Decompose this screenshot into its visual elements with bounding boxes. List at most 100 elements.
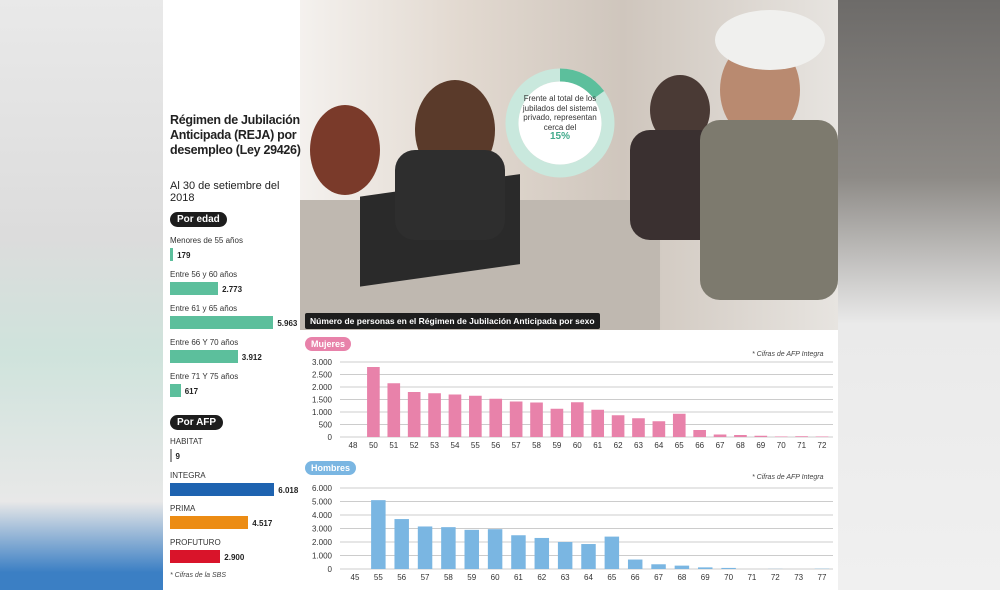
bar-69 bbox=[698, 567, 713, 569]
bar-69 bbox=[754, 435, 768, 437]
x-tick-label: 60 bbox=[491, 573, 500, 582]
bar-60 bbox=[487, 529, 503, 569]
bar-label: Entre 71 Y 75 años bbox=[170, 372, 239, 381]
x-tick-label: 69 bbox=[701, 573, 710, 582]
y-tick-label: 3.000 bbox=[312, 525, 333, 534]
date-label: Al 30 de setiembre del 2018 bbox=[170, 180, 280, 204]
bar-63 bbox=[632, 418, 645, 437]
bar-51 bbox=[387, 383, 401, 437]
bar-value: 179 bbox=[177, 251, 191, 260]
bar-61 bbox=[591, 409, 605, 437]
bar-58 bbox=[530, 402, 543, 437]
mujeres-pill: Mujeres bbox=[305, 337, 352, 351]
y-tick-label: 2.000 bbox=[312, 538, 333, 547]
y-tick-label: 4.000 bbox=[312, 511, 333, 520]
bar-63 bbox=[557, 542, 573, 569]
y-tick-label: 1.000 bbox=[312, 408, 333, 417]
bar-label: PROFUTURO bbox=[170, 537, 221, 547]
x-tick-label: 64 bbox=[654, 441, 663, 450]
x-tick-label: 69 bbox=[756, 441, 765, 450]
x-tick-label: 72 bbox=[818, 441, 827, 450]
x-tick-label: 61 bbox=[514, 573, 523, 582]
bar-value: 2.900 bbox=[224, 552, 245, 562]
bar-60 bbox=[570, 402, 584, 437]
bar-56 bbox=[489, 398, 503, 437]
bar bbox=[170, 549, 221, 563]
bar-65 bbox=[672, 413, 686, 437]
bar-70 bbox=[774, 436, 788, 437]
page-title: Régimen de Jubilación Anticipada (REJA) … bbox=[170, 113, 301, 157]
bar-68 bbox=[734, 435, 747, 437]
x-tick-label: 68 bbox=[736, 441, 745, 450]
bar-61 bbox=[511, 535, 526, 569]
donut-value: 15% bbox=[549, 131, 570, 142]
y-tick-label: 1.000 bbox=[312, 552, 333, 561]
x-tick-label: 55 bbox=[374, 573, 383, 582]
bar bbox=[170, 482, 275, 496]
por-afp-pill: Por AFP bbox=[170, 415, 224, 430]
bar-58 bbox=[441, 527, 456, 569]
blurred-background-left bbox=[0, 0, 163, 590]
x-tick-label: 48 bbox=[349, 441, 358, 450]
x-tick-label: 56 bbox=[491, 441, 500, 450]
bar bbox=[170, 449, 172, 462]
x-tick-label: 61 bbox=[593, 441, 602, 450]
x-tick-label: 68 bbox=[677, 573, 686, 582]
x-tick-label: 56 bbox=[397, 573, 406, 582]
blurred-background-right bbox=[838, 0, 1000, 590]
x-tick-label: 58 bbox=[444, 573, 453, 582]
bar-value: 6.018 bbox=[278, 485, 299, 495]
bar-label: Entre 61 y 65 años bbox=[170, 304, 238, 313]
x-tick-label: 70 bbox=[777, 441, 786, 450]
hombres-note: * Cifras de AFP Integra bbox=[752, 474, 824, 481]
x-tick-label: 55 bbox=[471, 441, 480, 450]
bar bbox=[170, 384, 181, 397]
bar-62 bbox=[534, 537, 550, 569]
y-tick-label: 2.500 bbox=[312, 371, 333, 380]
bar-label: Entre 66 Y 70 años bbox=[170, 338, 239, 347]
bar-label: INTEGRA bbox=[170, 470, 206, 480]
x-tick-label: 62 bbox=[537, 573, 546, 582]
x-tick-label: 63 bbox=[634, 441, 643, 450]
x-tick-label: 50 bbox=[369, 441, 378, 450]
bar-label: Menores de 55 años bbox=[170, 236, 243, 245]
bar-value: 9 bbox=[175, 452, 180, 461]
bar-65 bbox=[604, 536, 620, 569]
bar-59 bbox=[464, 529, 479, 569]
donut-slice-15 bbox=[505, 68, 615, 178]
x-tick-label: 62 bbox=[614, 441, 623, 450]
x-tick-label: 66 bbox=[695, 441, 704, 450]
bar-label: PRIMA bbox=[170, 504, 196, 513]
x-tick-label: 60 bbox=[573, 441, 582, 450]
x-tick-label: 71 bbox=[797, 441, 806, 450]
donut-text: Frente al total de los jubilados del sis… bbox=[521, 94, 599, 142]
bar-value: 3.912 bbox=[241, 353, 262, 362]
bar-67 bbox=[651, 564, 666, 569]
x-tick-label: 71 bbox=[747, 573, 756, 582]
x-tick-label: 72 bbox=[771, 573, 780, 582]
bar-68 bbox=[674, 565, 690, 569]
y-tick-label: 2.000 bbox=[312, 383, 333, 392]
x-tick-label: 67 bbox=[716, 441, 725, 450]
bar-value: 5.963 bbox=[277, 319, 298, 328]
bar bbox=[170, 248, 174, 261]
bar-56 bbox=[394, 519, 409, 569]
x-tick-label: 64 bbox=[584, 573, 593, 582]
chart-banner: Número de personas en el Régimen de Jubi… bbox=[305, 313, 600, 329]
x-tick-label: 52 bbox=[410, 441, 419, 450]
x-tick-label: 51 bbox=[389, 441, 398, 450]
bar-72 bbox=[815, 436, 829, 437]
bar-70 bbox=[721, 567, 736, 569]
x-tick-label: 65 bbox=[675, 441, 684, 450]
y-tick-label: 500 bbox=[319, 421, 333, 430]
bar-value: 617 bbox=[184, 387, 199, 396]
bar-52 bbox=[407, 392, 421, 437]
x-tick-label: 65 bbox=[607, 573, 616, 582]
y-tick-label: 0 bbox=[328, 565, 333, 574]
bar-57 bbox=[509, 401, 523, 437]
bar-66 bbox=[627, 559, 643, 569]
x-tick-label: 58 bbox=[532, 441, 541, 450]
bar-label: Entre 56 y 60 años bbox=[170, 270, 238, 279]
bar-53 bbox=[428, 393, 441, 437]
